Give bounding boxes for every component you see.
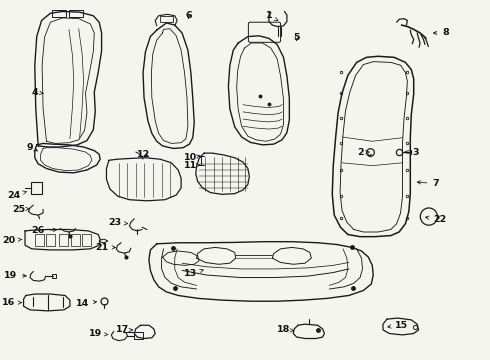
Bar bbox=[69, 10, 83, 17]
Text: 21: 21 bbox=[95, 243, 115, 252]
Text: 25: 25 bbox=[12, 205, 29, 214]
Bar bbox=[31, 182, 42, 194]
Text: 18: 18 bbox=[277, 325, 294, 334]
Text: 4: 4 bbox=[31, 87, 44, 96]
Text: 16: 16 bbox=[2, 298, 22, 307]
Bar bbox=[59, 234, 68, 246]
Bar bbox=[47, 234, 55, 246]
Bar bbox=[160, 16, 173, 22]
Bar bbox=[71, 234, 80, 246]
Text: 19: 19 bbox=[4, 270, 26, 279]
Text: 7: 7 bbox=[417, 179, 439, 188]
Text: 1: 1 bbox=[266, 11, 278, 21]
Bar bbox=[52, 10, 66, 17]
Text: 17: 17 bbox=[116, 325, 132, 334]
Text: 24: 24 bbox=[7, 190, 26, 199]
Text: 8: 8 bbox=[434, 28, 449, 37]
Bar bbox=[82, 234, 91, 246]
Bar bbox=[35, 234, 44, 246]
Text: 12: 12 bbox=[136, 150, 149, 159]
Text: 22: 22 bbox=[426, 215, 446, 224]
Text: 23: 23 bbox=[108, 218, 127, 227]
Text: 10: 10 bbox=[184, 153, 200, 162]
Text: 14: 14 bbox=[75, 299, 97, 308]
Text: 20: 20 bbox=[2, 236, 22, 245]
Text: 6: 6 bbox=[185, 11, 192, 20]
Text: 26: 26 bbox=[31, 226, 56, 235]
Text: 15: 15 bbox=[388, 321, 408, 330]
Text: 2: 2 bbox=[357, 148, 369, 157]
Text: 19: 19 bbox=[89, 329, 108, 338]
Text: 3: 3 bbox=[405, 148, 418, 157]
Text: 13: 13 bbox=[184, 269, 203, 278]
Text: 11: 11 bbox=[184, 161, 200, 170]
Text: 9: 9 bbox=[26, 143, 37, 152]
Text: 5: 5 bbox=[294, 33, 300, 42]
